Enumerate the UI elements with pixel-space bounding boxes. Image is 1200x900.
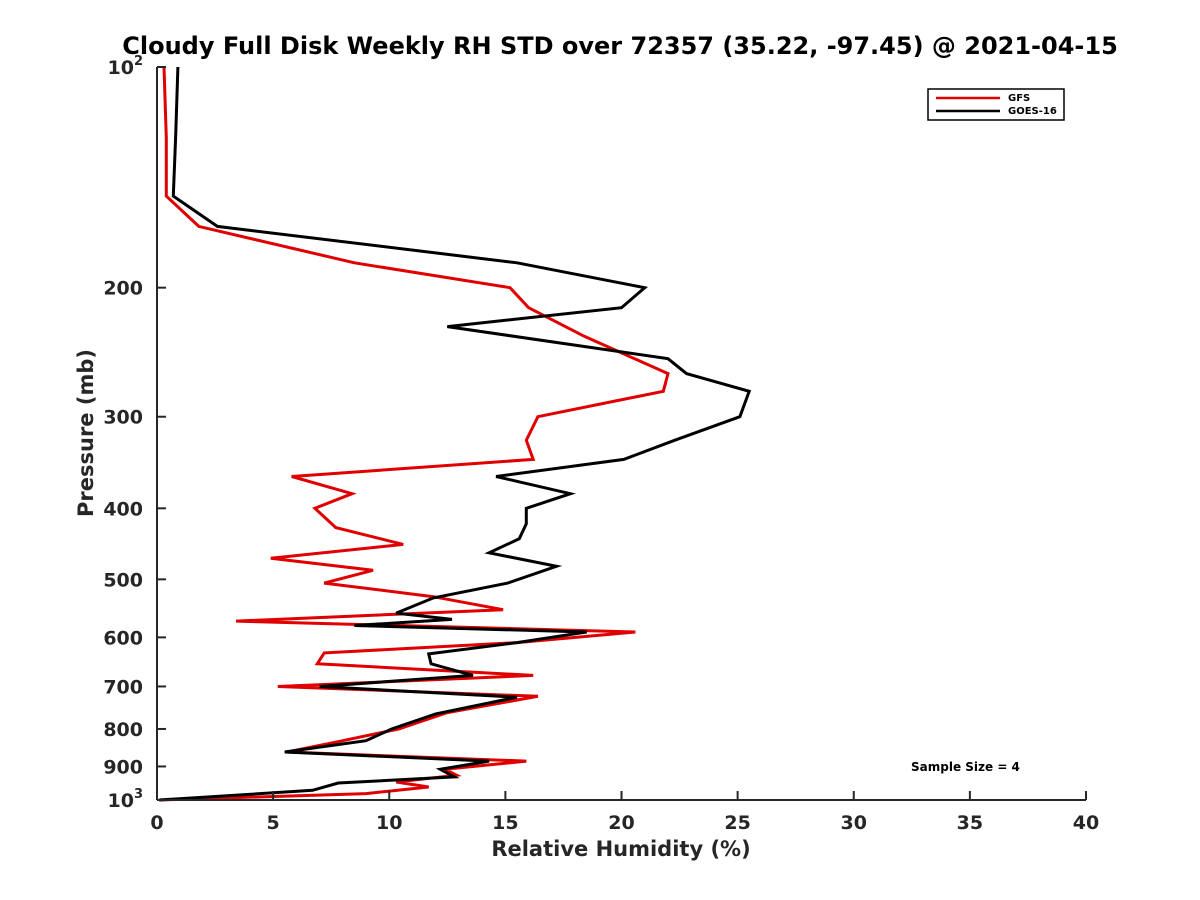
- y-tick-label: 800: [103, 719, 143, 741]
- y-ticks: 102 200 300 400 500 600 700 800 900 103: [103, 54, 166, 812]
- y-tick-label: 102: [108, 54, 144, 79]
- x-tick-label: 35: [957, 812, 983, 834]
- y-tick-label: 200: [103, 278, 143, 300]
- x-ticks: 0 5 10 15 20 25 30 35 40: [150, 791, 1099, 834]
- legend-label-goes16: GOES-16: [1008, 106, 1057, 117]
- legend-box: [927, 88, 1065, 121]
- x-tick-label: 40: [1073, 812, 1099, 834]
- x-tick-label: 10: [376, 812, 402, 834]
- x-tick-label: 15: [492, 812, 518, 834]
- legend-label-gfs: GFS: [1008, 93, 1030, 104]
- y-tick-label: 600: [103, 627, 143, 649]
- series-line-goes-16: [159, 66, 752, 802]
- sample-size-annotation: Sample Size = 4: [911, 760, 1020, 774]
- y-tick-label: 103: [108, 787, 144, 812]
- y-axis-label: Pressure (mb): [74, 349, 98, 517]
- y-tick-label: 400: [103, 498, 143, 520]
- x-tick-label: 5: [267, 812, 280, 834]
- y-tick-label: 500: [103, 569, 143, 591]
- series-layer: [159, 66, 752, 802]
- chart-title: Cloudy Full Disk Weekly RH STD over 7235…: [122, 32, 1118, 60]
- x-tick-label: 30: [841, 812, 867, 834]
- x-axis-label: Relative Humidity (%): [491, 837, 750, 861]
- series-line-gfs: [159, 66, 670, 802]
- y-tick-label: 300: [103, 407, 143, 429]
- x-tick-label: 25: [724, 812, 750, 834]
- y-tick-label: 900: [103, 756, 143, 778]
- x-tick-label: 20: [608, 812, 634, 834]
- y-tick-label: 700: [103, 676, 143, 698]
- legend: GFS GOES-16: [927, 88, 1065, 121]
- x-tick-label: 0: [150, 812, 163, 834]
